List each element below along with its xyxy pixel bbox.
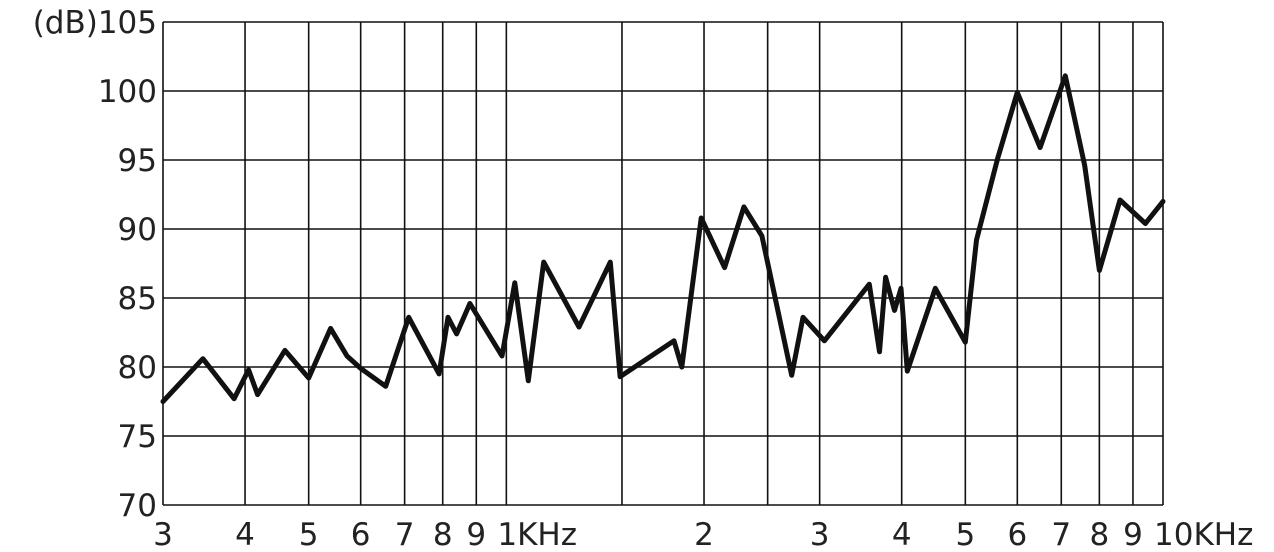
x-tick-label: 4 — [892, 517, 912, 552]
y-tick-label: 90 — [118, 212, 157, 248]
series-line — [160, 73, 1166, 404]
x-tick-label: 3 — [810, 517, 830, 552]
x-tick-label: 5 — [299, 517, 319, 552]
x-tick-label: 10KHz — [1154, 517, 1253, 552]
y-tick-label: 80 — [118, 350, 157, 386]
x-tick-label: 8 — [433, 517, 453, 552]
x-tick-label: 7 — [1051, 517, 1071, 552]
x-tick-label: 9 — [1123, 517, 1143, 552]
y-tick-label: 95 — [118, 143, 157, 179]
x-tick-label: 3 — [153, 517, 173, 552]
chart-gridlines — [162, 21, 1164, 506]
x-tick-label: 6 — [351, 517, 371, 552]
y-tick-label: 85 — [118, 281, 157, 317]
x-tick-label: 8 — [1089, 517, 1109, 552]
y-tick-label: 75 — [118, 419, 157, 455]
y-tick-label: (dB)105 — [33, 5, 157, 41]
x-tick-label: 4 — [235, 517, 255, 552]
x-tick-label: 6 — [1007, 517, 1027, 552]
y-tick-label: 100 — [98, 74, 157, 110]
x-tick-label: 7 — [395, 517, 415, 552]
x-tick-label: 1KHz — [497, 517, 577, 552]
x-tick-label: 9 — [466, 517, 486, 552]
x-tick-label: 2 — [694, 517, 714, 552]
chart-series — [160, 73, 1166, 404]
y-tick-label: 70 — [118, 488, 157, 524]
x-tick-label: 5 — [955, 517, 975, 552]
